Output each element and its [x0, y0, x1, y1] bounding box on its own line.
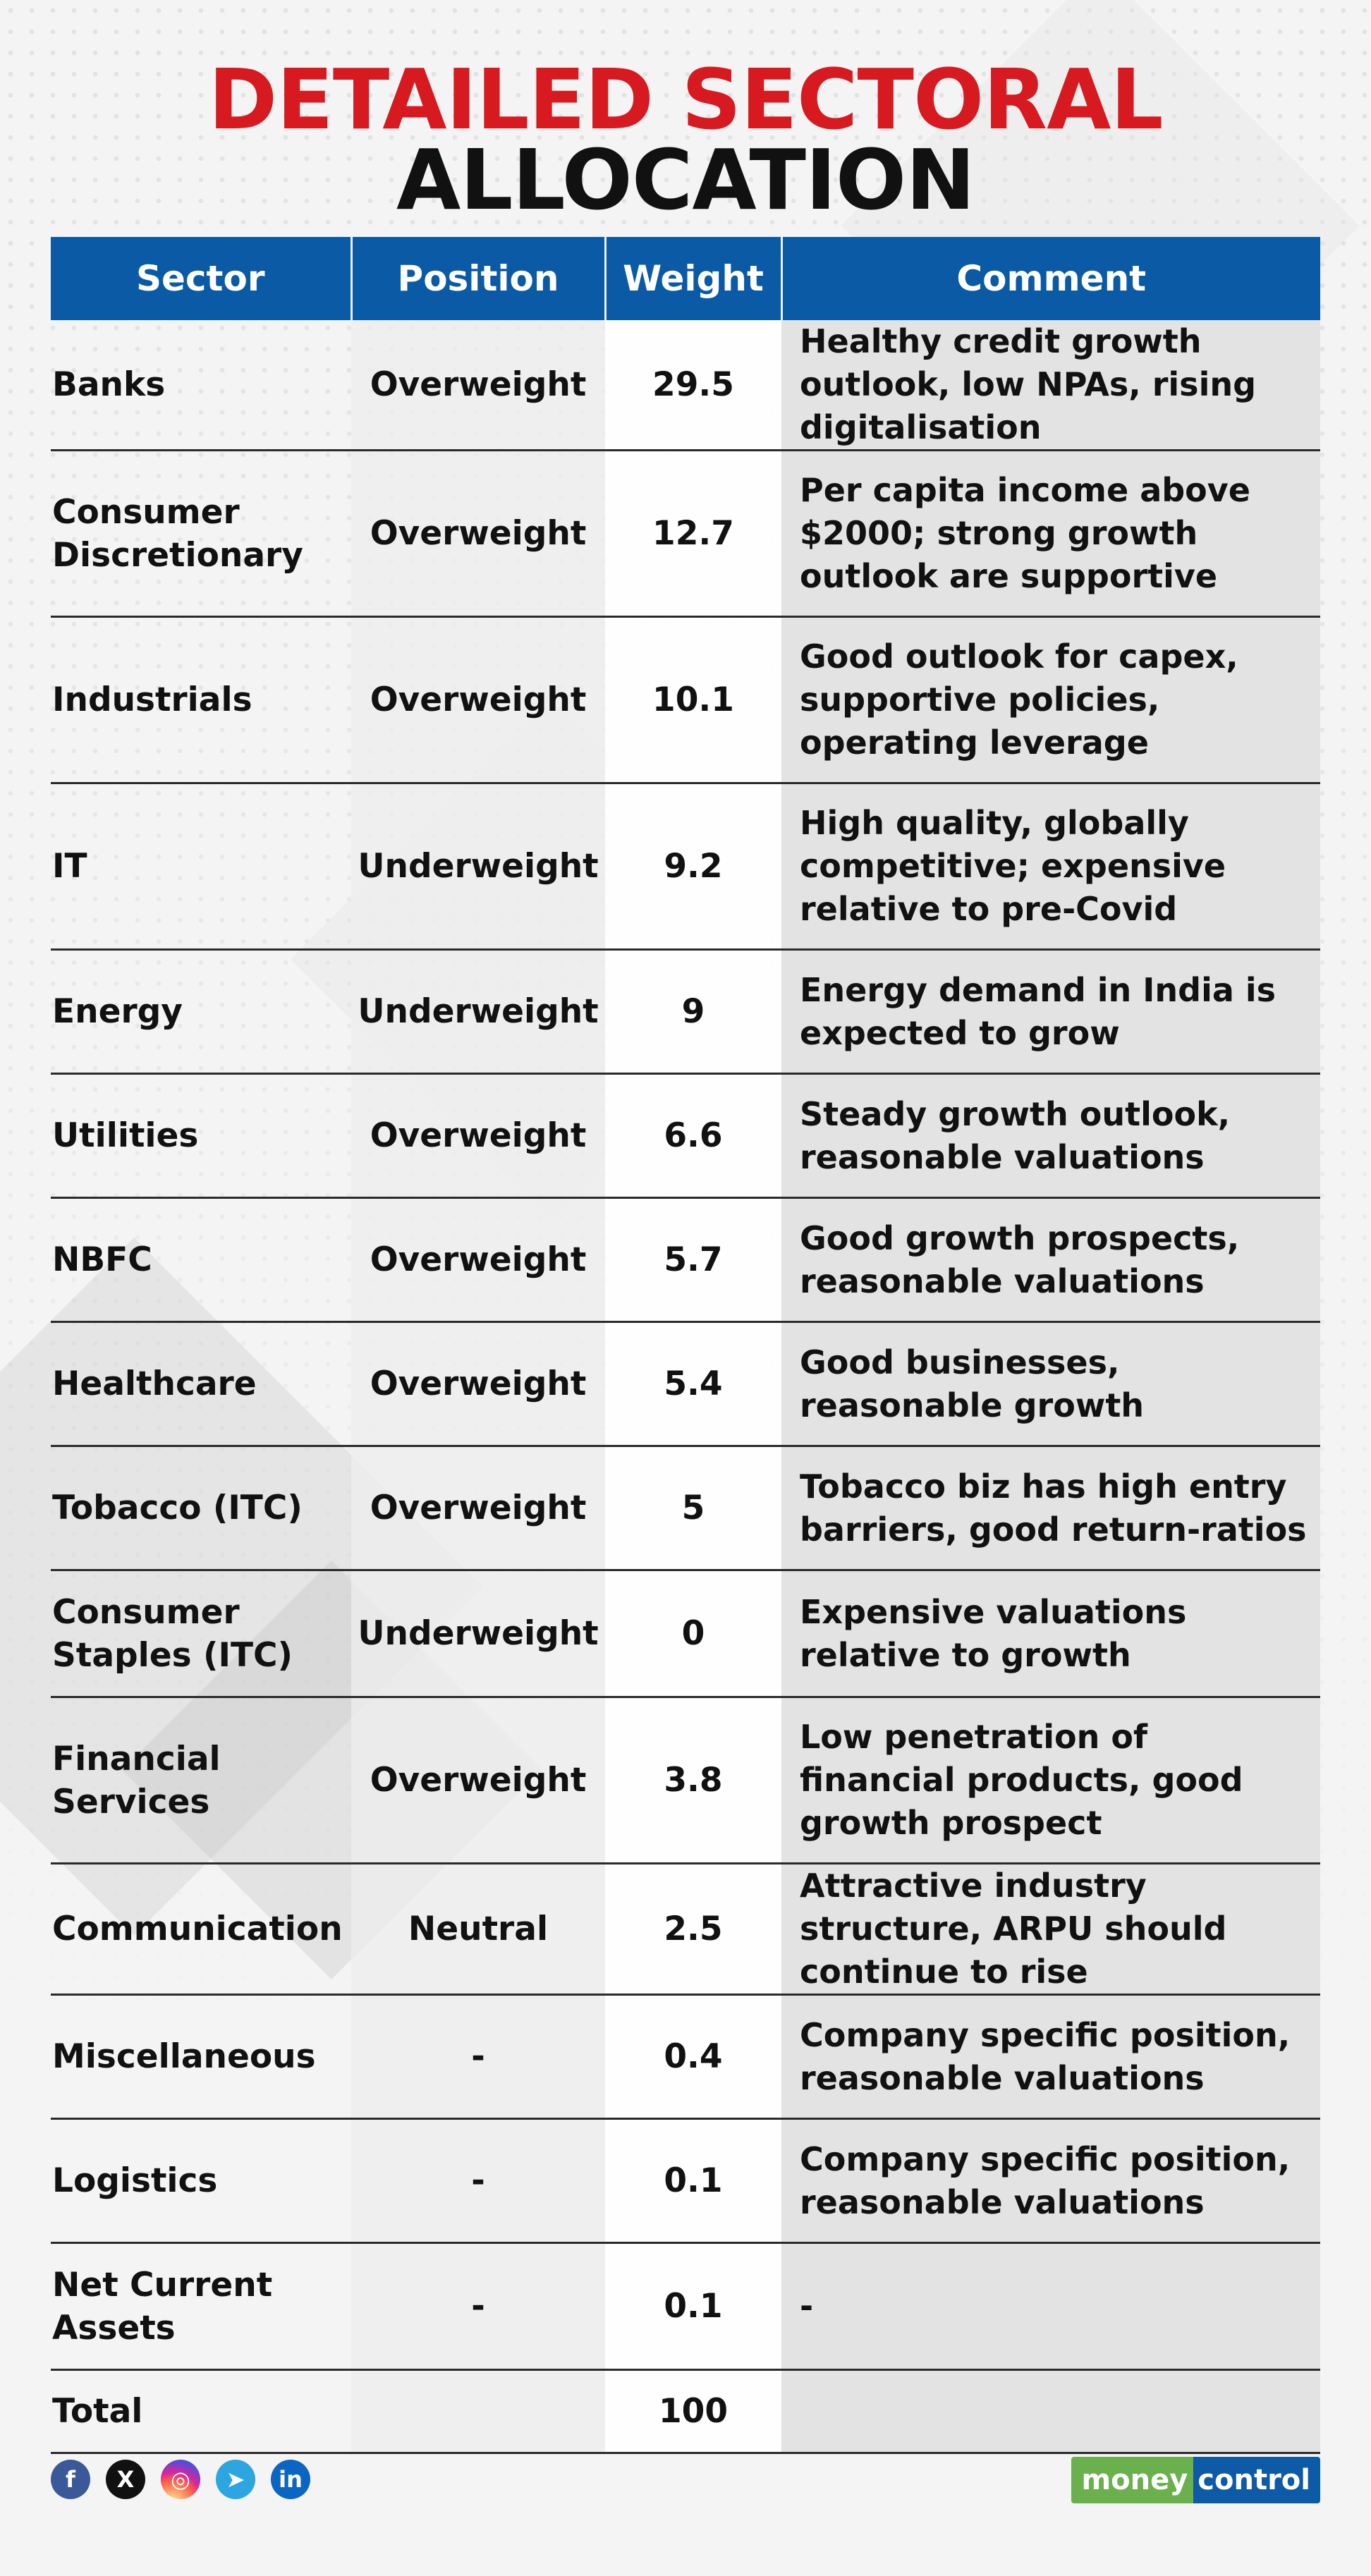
cell-comment: Per capita income above $2000; strong gr… [781, 450, 1320, 618]
cell-comment: High quality, globally competitive; expe… [781, 783, 1320, 951]
table-header-row: Sector Position Weight Comment [51, 237, 1320, 320]
cell-weight: 9 [605, 949, 781, 1075]
table-row: IT Underweight 9.2 High quality, globally c… [51, 783, 1320, 951]
cell-weight: 0.1 [605, 2242, 781, 2371]
cell-comment: Good businesses, reasonable growth [781, 1321, 1320, 1447]
facebook-icon[interactable]: f [51, 2460, 90, 2499]
table-row: Banks Overweight 29.5 Healthy credit growth… [51, 320, 1320, 451]
header-weight: Weight [604, 237, 781, 320]
cell-position: - [351, 2242, 605, 2371]
cell-sector: Financial Services [51, 1697, 351, 1864]
cell-position: - [351, 1994, 605, 2120]
cell-weight: 2.5 [605, 1863, 781, 1996]
table-row: NBFC Overweight 5.7 Good growth prospects, … [51, 1197, 1320, 1323]
cell-sector: Tobacco (ITC) [51, 1446, 351, 1571]
cell-position: Underweight [351, 1570, 605, 1698]
sector-allocation-table: Sector Position Weight Comment Banks Over… [51, 237, 1320, 2454]
total-position [351, 2369, 605, 2454]
cell-sector: Healthcare [51, 1321, 351, 1447]
cell-sector: Consumer Discretionary [51, 450, 351, 618]
cell-comment: Steady growth outlook, reasonable valuat… [781, 1073, 1320, 1199]
table-row: Financial Services Overweight 3.8 Low penet… [51, 1697, 1320, 1864]
table-row: Tobacco (ITC) Overweight 5 Tobacco biz has … [51, 1446, 1320, 1571]
cell-weight: 9.2 [605, 783, 781, 951]
cell-position: Overweight [351, 1197, 605, 1323]
footer: f X ◎ ➤ in money control [51, 2453, 1320, 2512]
cell-position: Overweight [351, 1446, 605, 1571]
cell-comment: Good outlook for capex, supportive polic… [781, 616, 1320, 784]
cell-weight: 0.1 [605, 2118, 781, 2244]
table-row: Miscellaneous -0.4 Company specific positi… [51, 1994, 1320, 2120]
cell-position: Overweight [351, 320, 605, 451]
header-sector: Sector [51, 237, 351, 320]
cell-sector: Net Current Assets [51, 2242, 351, 2371]
logo-part-money: money [1071, 2457, 1194, 2503]
cell-position: Overweight [351, 1321, 605, 1447]
cell-comment: Good growth prospects, reasonable valuat… [781, 1197, 1320, 1323]
cell-comment: - [781, 2242, 1320, 2371]
x-twitter-icon[interactable]: X [106, 2460, 145, 2499]
logo-part-control: control [1193, 2457, 1320, 2503]
table-row: Net Current Assets -0.1- [51, 2242, 1320, 2371]
cell-position: Underweight [351, 783, 605, 951]
table-total-row: Total 100 [51, 2369, 1320, 2454]
table-row: Healthcare Overweight 5.4 Good businesses, … [51, 1321, 1320, 1447]
cell-weight: 5 [605, 1446, 781, 1571]
cell-sector: Industrials [51, 616, 351, 784]
telegram-icon[interactable]: ➤ [216, 2460, 255, 2499]
table-row: Logistics -0.1 Company specific position, … [51, 2118, 1320, 2244]
table-row: Consumer Staples (ITC) Underweight 0 Expens… [51, 1570, 1320, 1698]
cell-position: Overweight [351, 1073, 605, 1199]
cell-comment: Low penetration of financial products, g… [781, 1697, 1320, 1864]
cell-position: Overweight [351, 1697, 605, 1864]
header-comment: Comment [780, 237, 1320, 320]
cell-sector: Utilities [51, 1073, 351, 1199]
table-row: Consumer Discretionary Overweight 12.7 Per … [51, 450, 1320, 618]
table-row: Utilities Overweight 6.6 Steady growth outl… [51, 1073, 1320, 1199]
cell-comment: Company specific position, reasonable va… [781, 2118, 1320, 2244]
table-body: Banks Overweight 29.5 Healthy credit growth… [51, 320, 1320, 2454]
total-comment [781, 2369, 1320, 2454]
cell-sector: NBFC [51, 1197, 351, 1323]
table-row: Communication Neutral 2.5 Attractive indust… [51, 1863, 1320, 1996]
cell-sector: Consumer Staples (ITC) [51, 1570, 351, 1698]
cell-comment: Company specific position, reasonable va… [781, 1994, 1320, 2120]
cell-weight: 10.1 [605, 616, 781, 784]
cell-comment: Healthy credit growth outlook, low NPAs,… [781, 320, 1320, 451]
cell-position: Overweight [351, 450, 605, 618]
cell-position: Overweight [351, 616, 605, 784]
title-line-1: DETAILED SECTORAL [208, 51, 1163, 148]
header-position: Position [350, 237, 605, 320]
cell-weight: 29.5 [605, 320, 781, 451]
social-icons: f X ◎ ➤ in [51, 2460, 310, 2499]
cell-position: - [351, 2118, 605, 2244]
cell-comment: Expensive valuations relative to growth [781, 1570, 1320, 1698]
cell-weight: 5.7 [605, 1197, 781, 1323]
table-row: Industrials Overweight 10.1 Good outlook fo… [51, 616, 1320, 784]
cell-weight: 6.6 [605, 1073, 781, 1199]
cell-comment: Tobacco biz has high entry barriers, goo… [781, 1446, 1320, 1571]
cell-weight: 0 [605, 1570, 781, 1698]
cell-sector: Miscellaneous [51, 1994, 351, 2120]
cell-weight: 0.4 [605, 1994, 781, 2120]
cell-sector: Banks [51, 320, 351, 451]
instagram-icon[interactable]: ◎ [161, 2460, 200, 2499]
table-row: Energy Underweight 9 Energy demand in India… [51, 949, 1320, 1075]
cell-weight: 12.7 [605, 450, 781, 618]
cell-sector: Logistics [51, 2118, 351, 2244]
moneycontrol-logo: money control [1071, 2457, 1320, 2503]
cell-sector: Energy [51, 949, 351, 1075]
cell-weight: 5.4 [605, 1321, 781, 1447]
title-line-2: ALLOCATION [396, 131, 975, 228]
cell-weight: 3.8 [605, 1697, 781, 1864]
total-weight: 100 [605, 2369, 781, 2454]
linkedin-icon[interactable]: in [271, 2460, 310, 2499]
cell-sector: Communication [51, 1863, 351, 1996]
total-sector: Total [51, 2369, 351, 2454]
cell-comment: Energy demand in India is expected to gr… [781, 949, 1320, 1075]
cell-position: Underweight [351, 949, 605, 1075]
cell-comment: Attractive industry structure, ARPU shou… [781, 1863, 1320, 1996]
cell-position: Neutral [351, 1863, 605, 1996]
cell-sector: IT [51, 783, 351, 951]
